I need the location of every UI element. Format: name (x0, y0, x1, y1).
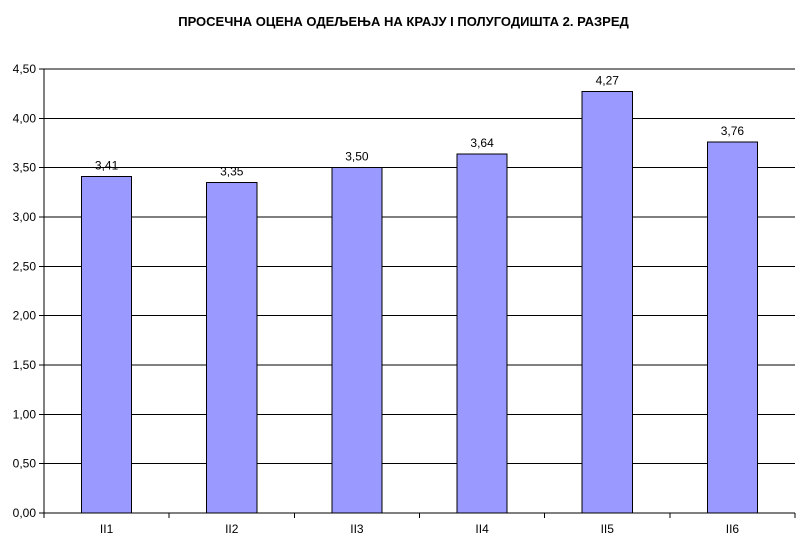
chart-title: ПРОСЕЧНА ОЦЕНА ОДЕЉЕЊА НА КРАЈУ I ПОЛУГО… (178, 14, 629, 29)
y-tick-label: 1,00 (13, 407, 37, 421)
data-label: 3,50 (345, 150, 369, 164)
axes (39, 68, 796, 518)
y-tick-label: 3,50 (13, 161, 37, 175)
labels: 0,00 0,50 1,00 1,50 2,00 2,50 3,00 3,50 4,00 4,50… (13, 62, 745, 536)
y-tick-label: 0,50 (13, 457, 37, 471)
bar-ii3 (331, 167, 383, 514)
x-tick-label: II3 (350, 522, 364, 536)
data-label: 3,76 (721, 124, 745, 138)
bars (81, 91, 758, 514)
y-tick-label: 1,50 (13, 358, 37, 372)
x-tick-label: II1 (100, 522, 114, 536)
data-label: 3,64 (470, 136, 494, 150)
bar-ii1 (81, 176, 133, 514)
bar-ii6 (706, 141, 758, 514)
bar-ii5 (581, 91, 633, 514)
data-label: 4,27 (596, 74, 620, 88)
y-tick-label: 2,50 (13, 259, 37, 273)
bar-ii2 (206, 181, 258, 514)
y-tick-label: 3,00 (13, 210, 37, 224)
y-tick-label: 4,00 (13, 111, 37, 125)
y-tick-label: 4,50 (13, 62, 37, 76)
x-tick-label: II6 (726, 522, 740, 536)
x-tick-label: II5 (601, 522, 615, 536)
data-label: 3,35 (220, 164, 244, 178)
gridlines (44, 68, 795, 465)
x-tick-label: II2 (225, 522, 239, 536)
x-tick-label: II4 (475, 522, 489, 536)
y-tick-label: 2,00 (13, 309, 37, 323)
y-tick-label: 0,00 (13, 506, 37, 520)
bar-ii4 (456, 153, 508, 514)
data-label: 3,41 (95, 159, 119, 173)
